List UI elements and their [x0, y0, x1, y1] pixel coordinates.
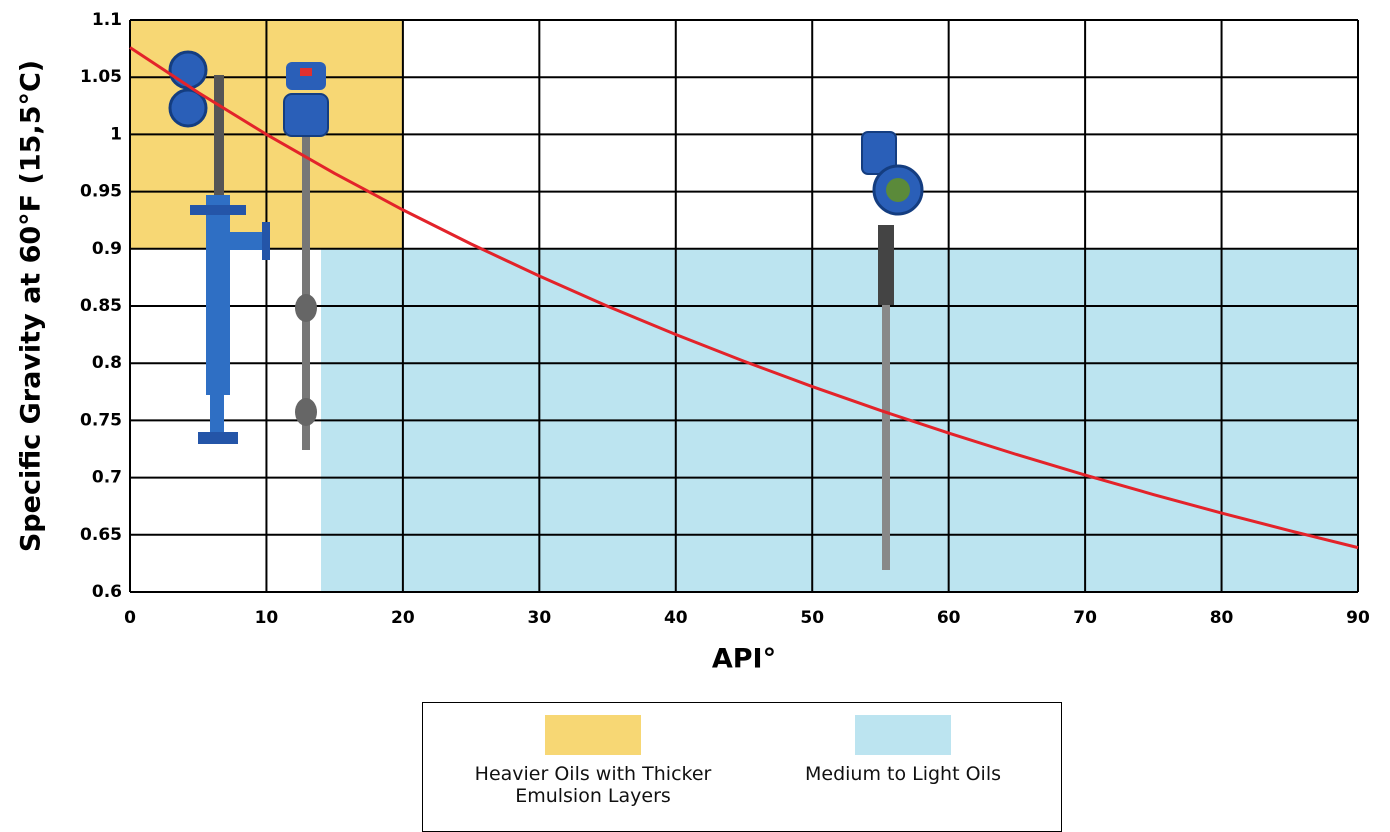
y-tick-label: 0.95	[80, 182, 122, 202]
head	[283, 93, 329, 137]
head	[168, 50, 208, 90]
x-tick-label: 0	[124, 608, 136, 628]
y-tick-label: 0.6	[92, 582, 122, 602]
y-tick-label: 0.8	[92, 353, 122, 373]
window	[886, 178, 910, 202]
head	[168, 88, 208, 128]
legend-swatch	[855, 715, 951, 755]
x-tick-label: 90	[1346, 608, 1370, 628]
y-axis-label: Specific Gravity at 60°F (15,5°C)	[16, 60, 47, 552]
flange	[198, 432, 238, 444]
light	[300, 68, 312, 76]
stem	[878, 225, 894, 305]
y-tick-label: 1	[110, 124, 122, 144]
labels: API° Specific Gravity at 60°F (15,5°C)	[16, 60, 777, 675]
y-tick-label: 0.9	[92, 239, 122, 259]
flange	[262, 222, 270, 260]
curve	[129, 46, 1359, 550]
float	[295, 294, 317, 322]
y-tick-label: 0.7	[92, 468, 122, 488]
x-axis-label: API°	[712, 644, 776, 675]
x-tick-label: 60	[937, 608, 961, 628]
legend-swatch	[545, 715, 641, 755]
nozzle	[230, 232, 266, 250]
legend: Heavier Oils with Thicker Emulsion Layer…	[422, 702, 1062, 832]
stem	[214, 75, 224, 195]
y-tick-label: 1.05	[80, 67, 122, 87]
x-tick-label: 20	[391, 608, 415, 628]
legend-label: Medium to Light Oils	[805, 763, 1001, 785]
y-tick-label: 0.75	[80, 410, 122, 430]
x-tick-label: 50	[800, 608, 824, 628]
grid: 0.6 0.65 0.7 0.75 0.8 0.85 0.9 0.95 1 1.05 1.1 0 10 2…	[80, 10, 1370, 628]
legend-item: Heavier Oils with Thicker Emulsion Layer…	[443, 715, 743, 807]
y-tick-label: 0.65	[80, 525, 122, 545]
series-line	[129, 46, 1359, 550]
y-tick-label: 0.85	[80, 296, 122, 316]
x-tick-label: 30	[527, 608, 551, 628]
x-tick-label: 40	[664, 608, 688, 628]
chart: 0.6 0.65 0.7 0.75 0.8 0.85 0.9 0.95 1 1.05 1.1 0 10 2…	[16, 10, 1370, 675]
float	[295, 398, 317, 426]
pipe	[210, 395, 224, 435]
instruments	[168, 50, 924, 570]
flange	[190, 205, 246, 215]
legend-item: Medium to Light Oils	[753, 715, 1053, 785]
legend-label: Heavier Oils with Thicker Emulsion Layer…	[474, 763, 712, 807]
rod	[302, 130, 310, 450]
x-tick-label: 10	[255, 608, 279, 628]
rod	[882, 230, 890, 570]
x-tick-label: 80	[1210, 608, 1234, 628]
pipe	[206, 195, 230, 395]
y-tick-label: 1.1	[92, 10, 122, 30]
x-tick-label: 70	[1073, 608, 1097, 628]
